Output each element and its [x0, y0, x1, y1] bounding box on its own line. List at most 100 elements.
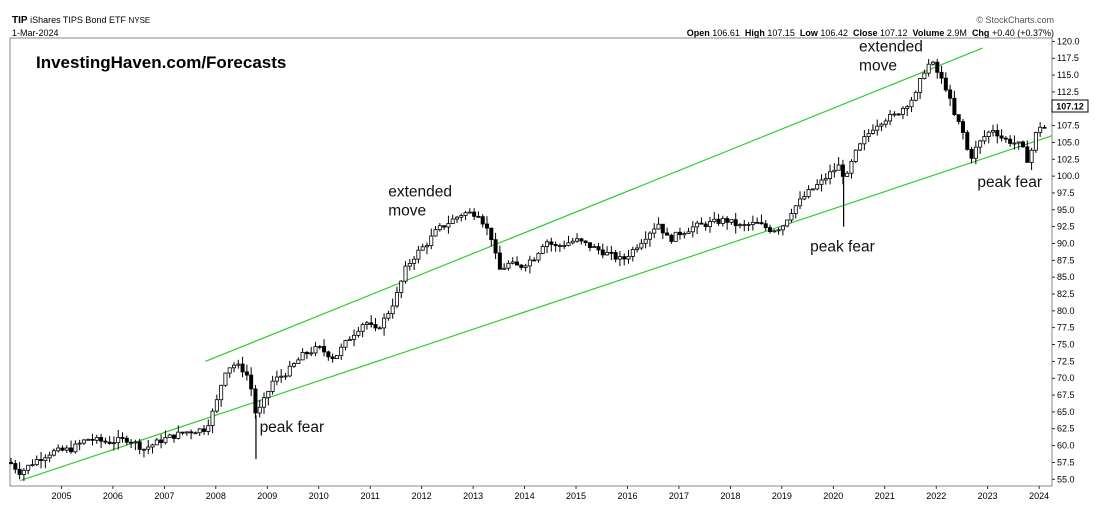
- candle-body: [926, 63, 931, 74]
- candle-body: [60, 447, 65, 451]
- candle-body: [982, 136, 987, 142]
- quote-summary: Open 106.61 High 107.15 Low 106.42 Close…: [687, 28, 1054, 38]
- candle-body: [99, 437, 104, 442]
- candle-body: [673, 231, 678, 242]
- candle-body: [566, 242, 571, 246]
- candle-body: [665, 232, 670, 236]
- candle-body: [249, 374, 254, 390]
- candle-body: [562, 245, 567, 247]
- candle-body: [939, 71, 944, 79]
- candle-body: [377, 327, 382, 330]
- x-tick-label: 2021: [875, 491, 895, 501]
- candle-body: [669, 234, 674, 242]
- chart-date: 1-Mar-2024: [12, 28, 59, 38]
- y-tick-label: 72.5: [1057, 356, 1075, 366]
- x-tick-label: 2024: [1029, 491, 1049, 501]
- candle-body: [806, 189, 811, 197]
- candle-body: [858, 143, 863, 151]
- candle-body: [81, 439, 86, 444]
- candle-body: [339, 346, 344, 356]
- candle-body: [369, 322, 374, 325]
- volume-value: 2.9M: [946, 28, 967, 38]
- candle-body: [386, 313, 391, 319]
- candle-body: [309, 352, 314, 355]
- candle-body: [476, 215, 481, 218]
- candle-body: [94, 437, 99, 441]
- candle-body: [738, 224, 743, 227]
- y-tick-label: 62.5: [1057, 424, 1075, 434]
- candle-body: [73, 443, 78, 453]
- candle-body: [424, 245, 429, 248]
- y-tick-label: 90.0: [1057, 238, 1075, 248]
- candle-body: [862, 136, 867, 145]
- candle-body: [798, 198, 803, 207]
- candle-body: [905, 106, 910, 109]
- candle-body: [549, 241, 554, 245]
- candle-body: [364, 322, 369, 325]
- x-tick-label: 2007: [154, 491, 174, 501]
- candle-body: [523, 265, 528, 268]
- candle-body: [356, 330, 361, 336]
- candle-body: [300, 352, 305, 361]
- header-title-line: TIP iShares TIPS Bond ETF NYSE: [12, 15, 150, 26]
- candle-body: [836, 164, 841, 171]
- x-tick-label: 2009: [257, 491, 277, 501]
- candle-body: [965, 132, 970, 150]
- candle-body: [935, 61, 940, 73]
- candle-body: [1025, 146, 1030, 163]
- candle-body: [733, 219, 738, 227]
- candle-body: [467, 211, 472, 214]
- security-name: iShares TIPS Bond ETF: [30, 15, 126, 25]
- candle-body: [506, 262, 511, 269]
- candle-body: [51, 450, 56, 456]
- candle-body: [592, 246, 597, 248]
- change-value: +0.40 (+0.37%): [991, 28, 1054, 38]
- candle-body: [90, 438, 95, 441]
- candle-body: [317, 346, 322, 348]
- candle-body: [262, 397, 267, 408]
- candle-body: [107, 441, 112, 445]
- candle-body: [575, 238, 580, 242]
- candle-body: [330, 356, 335, 360]
- candle-body: [463, 212, 468, 216]
- candle-body: [236, 363, 241, 366]
- candle-body: [986, 131, 991, 137]
- candle-body: [502, 267, 507, 270]
- candle-body: [969, 148, 974, 159]
- candle-body: [699, 222, 704, 225]
- candle-body: [64, 447, 69, 451]
- exchange-label: NYSE: [128, 16, 151, 25]
- close-value: 107.12: [880, 28, 908, 38]
- y-tick-label: 95.0: [1057, 205, 1075, 215]
- candle-body: [626, 255, 631, 260]
- candle-body: [283, 375, 288, 378]
- close-label: Close: [852, 28, 878, 38]
- candle-body: [253, 388, 258, 414]
- candle-body: [133, 441, 138, 444]
- candle-body: [30, 464, 35, 467]
- candle-body: [879, 123, 884, 127]
- candle-body: [352, 334, 357, 340]
- y-tick-label: 55.0: [1057, 474, 1075, 484]
- candle-body: [828, 171, 833, 179]
- x-tick-label: 2014: [515, 491, 535, 501]
- candle-body: [952, 97, 957, 116]
- candle-body: [1029, 149, 1034, 163]
- candle-body: [832, 169, 837, 173]
- y-tick-label: 60.0: [1057, 441, 1075, 451]
- candle-body: [725, 218, 730, 223]
- candle-body: [875, 125, 880, 131]
- candle-body: [652, 228, 657, 234]
- candle-body: [660, 223, 665, 234]
- plot-frame: [9, 37, 1053, 487]
- open-value: 106.61: [712, 28, 740, 38]
- candle-body: [343, 340, 348, 348]
- candle-body: [870, 129, 875, 134]
- candle-body: [793, 205, 798, 214]
- candle-body: [999, 135, 1004, 139]
- x-tick-label: 2010: [309, 491, 329, 501]
- x-tick-label: 2019: [772, 491, 792, 501]
- candle-body: [47, 454, 52, 459]
- y-tick-label: 87.5: [1057, 255, 1075, 265]
- candle-body: [69, 447, 74, 453]
